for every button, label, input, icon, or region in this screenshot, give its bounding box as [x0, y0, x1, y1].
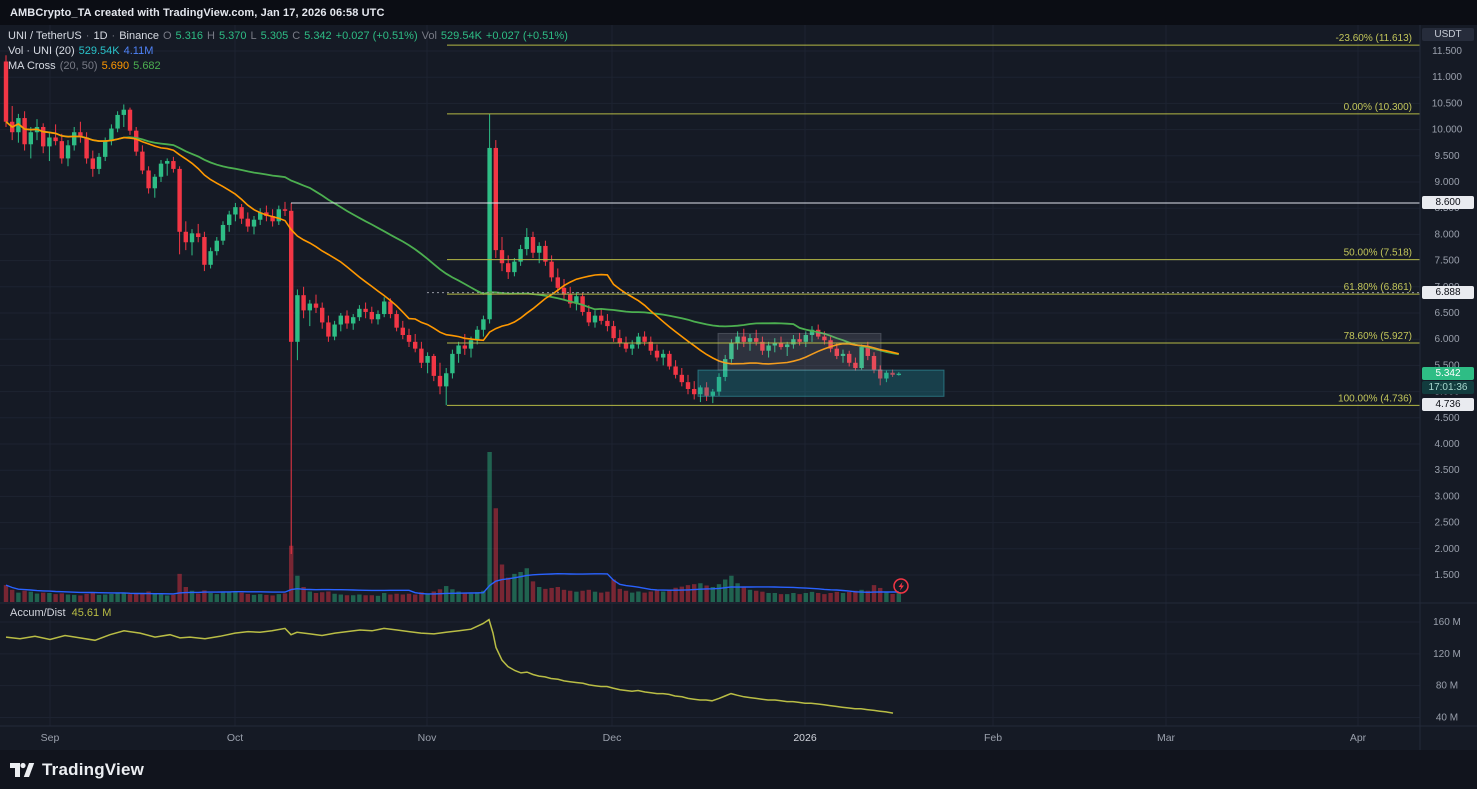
- price-tick: 10.500: [1432, 98, 1463, 109]
- currency-chip[interactable]: USDT: [1422, 28, 1474, 41]
- legend-token: Binance: [119, 30, 159, 42]
- accum-dist-title: Accum/Dist: [10, 607, 66, 619]
- legend-token: 5.690: [101, 60, 130, 72]
- legend-token: +0.027 (+0.51%): [485, 30, 568, 42]
- time-tick-Sep: Sep: [41, 732, 60, 744]
- time-tick-Nov: Nov: [418, 732, 437, 744]
- flash-icon[interactable]: [893, 578, 909, 594]
- fib-layer: -23.60% (11.613) 0.00% (10.300) 50.00% (7.…: [447, 33, 1420, 406]
- legend-token: 1D: [93, 30, 108, 42]
- fib-label: 100.00% (4.736): [1338, 393, 1412, 404]
- ad-tick: 120 M: [1433, 649, 1461, 660]
- legend-token: 4.11M: [123, 45, 154, 57]
- accum-dist-line: [5, 618, 894, 714]
- ma50-line: [5, 121, 899, 356]
- price-tick: 11.000: [1432, 72, 1462, 83]
- time-tick-Oct: Oct: [227, 732, 243, 744]
- legend-token: 529.54K: [78, 45, 120, 57]
- zones-layer: [697, 332, 945, 397]
- axis-labels-layer: 11.50011.00010.50010.0009.5009.0008.5008…: [41, 46, 1463, 744]
- legend-token: 5.305: [260, 30, 289, 42]
- legend-symbol-row[interactable]: UNI / TetherUS · 1D · Binance O 5.316 H 5.370 L 5.…: [8, 29, 568, 43]
- price-tick: 9.500: [1434, 151, 1459, 162]
- price-tick: 2.500: [1434, 518, 1459, 529]
- legend-token: C: [292, 30, 301, 42]
- legend-token: +0.027 (+0.51%): [335, 30, 418, 42]
- legend-ma-cross-row[interactable]: MA Cross (20, 50) 5.690 5.682: [8, 59, 568, 73]
- legend-token: ·: [85, 30, 90, 42]
- tradingview-logo-icon[interactable]: [9, 759, 35, 781]
- price-tick: 6.500: [1434, 308, 1459, 319]
- legend-token: Vol · UNI (20): [8, 45, 75, 57]
- time-tick-Mar: Mar: [1157, 732, 1176, 744]
- legend-token: (20, 50): [59, 60, 98, 72]
- price-tick: 8.000: [1434, 229, 1459, 240]
- legend-volume-row[interactable]: Vol · UNI (20) 529.54K 4.11M: [8, 44, 568, 58]
- price-tick: 2.000: [1434, 544, 1459, 555]
- price-tick: 7.500: [1434, 256, 1459, 267]
- time-tick-Feb: Feb: [984, 732, 1002, 744]
- legend-token: 5.342: [304, 30, 332, 42]
- legend-token: 5.316: [175, 30, 204, 42]
- accum-dist-value: 45.61 M: [71, 607, 112, 619]
- chart-area[interactable]: -23.60% (11.613) 0.00% (10.300) 50.00% (7.…: [0, 25, 1477, 750]
- price-line-label-6888: 6.888: [1422, 285, 1474, 299]
- price-tick: 4.000: [1434, 439, 1459, 450]
- price-tick: 3.500: [1434, 465, 1459, 476]
- legend-token: 5.370: [219, 30, 247, 42]
- attribution-bar: AMBCrypto_TA created with TradingView.co…: [0, 0, 1477, 25]
- price-tick: 9.000: [1434, 177, 1459, 188]
- legend-token: ·: [111, 30, 116, 42]
- legend-token: UNI / TetherUS: [8, 30, 82, 42]
- consolidation-zone[interactable]: [717, 332, 882, 371]
- legend-token: H: [207, 30, 215, 42]
- chart-canvas[interactable]: -23.60% (11.613) 0.00% (10.300) 50.00% (7.…: [0, 25, 1477, 750]
- attribution-text: AMBCrypto_TA created with TradingView.co…: [10, 6, 385, 19]
- ad-tick: 40 M: [1436, 713, 1458, 724]
- legend-token: 5.682: [133, 60, 161, 72]
- price-tick: 3.000: [1434, 491, 1459, 502]
- accum-dist-legend[interactable]: Accum/Dist 45.61 M: [10, 607, 111, 619]
- price-line-label-4736: 4.736: [1422, 398, 1474, 412]
- time-tick-Dec: Dec: [603, 732, 622, 744]
- bar-countdown-chip: 17:01:36: [1422, 380, 1474, 394]
- price-tick: 1.500: [1434, 570, 1459, 581]
- candles-layer: [3, 55, 901, 555]
- tradingview-wordmark[interactable]: TradingView: [42, 759, 145, 779]
- legend-token: MA Cross: [8, 60, 56, 72]
- grid-layer: [0, 25, 1420, 726]
- ma20-line: [5, 121, 899, 365]
- horizontal-lines-layer: [291, 202, 1420, 294]
- fib-label: 61.80% (6.861): [1344, 282, 1412, 293]
- price-tick: 10.000: [1432, 125, 1463, 136]
- price-tick: 5.500: [1434, 360, 1459, 371]
- fib-label: 50.00% (7.518): [1344, 248, 1412, 259]
- ad-tick: 80 M: [1436, 681, 1458, 692]
- price-tick: 11.500: [1432, 46, 1462, 57]
- fib-label: -23.60% (11.613): [1335, 33, 1412, 44]
- price-line-label-8600: 8.600: [1422, 195, 1474, 209]
- last-price-chip: 5.342: [1422, 366, 1474, 380]
- ad-tick: 160 M: [1433, 617, 1461, 628]
- legend: UNI / TetherUS · 1D · Binance O 5.316 H 5.370 L 5.…: [8, 29, 568, 74]
- fib-label: 0.00% (10.300): [1344, 102, 1412, 113]
- legend-token: 529.54K: [440, 30, 482, 42]
- legend-token: L: [250, 30, 257, 42]
- volume-layer: [3, 452, 901, 602]
- footer-bar: TradingView: [0, 750, 1477, 789]
- price-tick: 4.500: [1434, 413, 1459, 424]
- fib-label: 78.60% (5.927): [1344, 331, 1412, 342]
- time-tick-Apr: Apr: [1350, 732, 1367, 744]
- price-tick: 6.000: [1434, 334, 1459, 345]
- legend-token: Vol: [421, 30, 437, 42]
- legend-token: O: [162, 30, 172, 42]
- demand-zone[interactable]: [697, 369, 945, 397]
- borders-layer: [0, 25, 1477, 750]
- volume-ma-line: [5, 572, 899, 595]
- time-tick-2026: 2026: [793, 732, 817, 744]
